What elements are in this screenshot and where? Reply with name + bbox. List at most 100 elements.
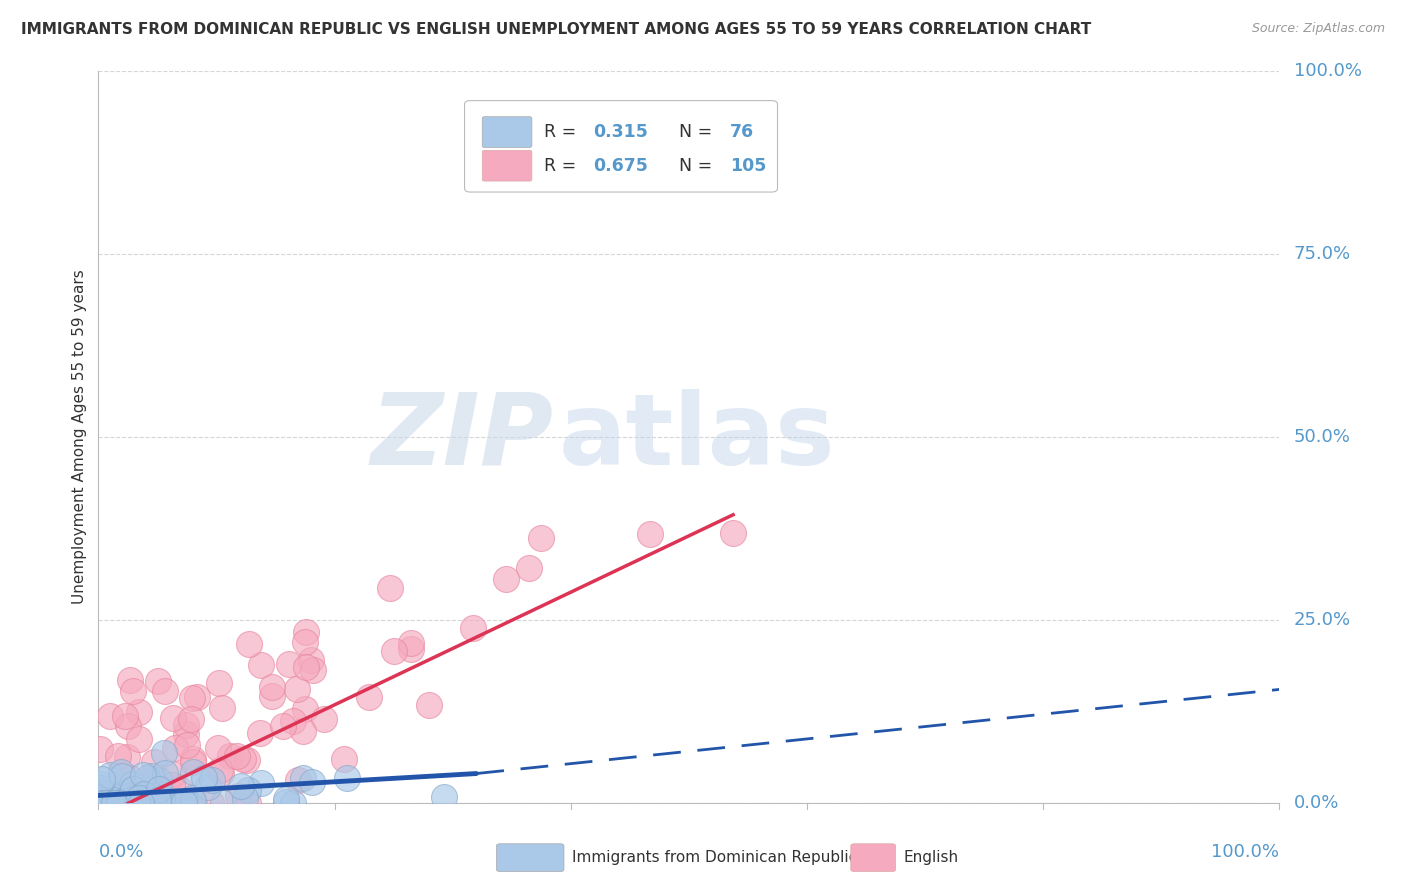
Point xyxy=(89,791,111,805)
Point xyxy=(146,673,169,688)
Point xyxy=(98,768,121,782)
Point xyxy=(115,778,138,792)
Point xyxy=(302,663,325,677)
Point xyxy=(166,796,188,810)
Point xyxy=(98,787,121,801)
Point xyxy=(173,796,195,810)
Text: 0.675: 0.675 xyxy=(593,157,648,175)
Point xyxy=(143,772,166,786)
Point xyxy=(232,752,254,766)
Point xyxy=(128,732,150,747)
Point xyxy=(277,657,299,671)
Point xyxy=(142,796,165,810)
Point xyxy=(121,776,143,790)
Point xyxy=(108,796,131,810)
Point xyxy=(127,796,149,810)
Point xyxy=(122,782,145,797)
Point xyxy=(200,796,222,810)
Point xyxy=(299,653,322,667)
Point xyxy=(294,702,316,716)
Point xyxy=(104,796,127,810)
Point xyxy=(180,796,202,810)
Point xyxy=(721,526,744,541)
Y-axis label: Unemployment Among Ages 55 to 59 years: Unemployment Among Ages 55 to 59 years xyxy=(72,269,87,605)
Point xyxy=(236,754,259,768)
Point xyxy=(211,796,233,810)
Text: atlas: atlas xyxy=(560,389,835,485)
Point xyxy=(93,796,115,810)
Point xyxy=(120,796,142,810)
Point xyxy=(250,776,273,790)
Point xyxy=(399,635,422,649)
FancyBboxPatch shape xyxy=(851,844,896,871)
Point xyxy=(180,712,202,726)
Point xyxy=(93,796,115,810)
Point xyxy=(201,773,224,788)
Point xyxy=(89,796,111,810)
Point xyxy=(135,771,157,785)
Point xyxy=(186,690,208,704)
Point xyxy=(122,683,145,698)
Point xyxy=(211,701,233,715)
Point xyxy=(118,673,141,687)
Point xyxy=(128,791,150,805)
Point xyxy=(312,712,335,726)
Point xyxy=(143,755,166,769)
Point xyxy=(97,787,120,801)
Point xyxy=(121,784,143,798)
Point xyxy=(294,635,316,649)
Point xyxy=(129,796,152,810)
Point xyxy=(260,689,283,703)
Point xyxy=(638,527,661,541)
Point xyxy=(117,718,139,732)
Point xyxy=(136,789,159,803)
Point xyxy=(107,748,129,763)
Point xyxy=(274,795,297,809)
Point xyxy=(114,795,136,809)
Point xyxy=(89,742,111,756)
Point xyxy=(294,660,316,674)
Point xyxy=(128,705,150,719)
Point xyxy=(155,684,177,698)
Point xyxy=(183,765,205,780)
Point xyxy=(131,796,153,810)
Point xyxy=(98,709,121,723)
Point xyxy=(148,793,170,807)
Text: 76: 76 xyxy=(730,123,755,141)
Point xyxy=(139,768,162,782)
Point xyxy=(291,771,314,785)
Point xyxy=(183,796,205,810)
Point xyxy=(271,719,294,733)
Text: 75.0%: 75.0% xyxy=(1294,245,1351,263)
Point xyxy=(249,658,271,673)
Point xyxy=(517,561,540,575)
Point xyxy=(173,796,195,810)
Point xyxy=(139,796,162,810)
Point xyxy=(108,777,131,791)
Point xyxy=(118,789,141,804)
Point xyxy=(129,796,152,810)
Text: IMMIGRANTS FROM DOMINICAN REPUBLIC VS ENGLISH UNEMPLOYMENT AMONG AGES 55 TO 59 Y: IMMIGRANTS FROM DOMINICAN REPUBLIC VS EN… xyxy=(21,22,1091,37)
FancyBboxPatch shape xyxy=(464,101,778,192)
Point xyxy=(149,796,172,810)
Point xyxy=(93,796,115,810)
Point xyxy=(167,782,190,797)
Point xyxy=(357,690,380,705)
Point xyxy=(238,782,260,797)
Point xyxy=(110,769,132,783)
Point xyxy=(209,765,232,780)
Point xyxy=(333,752,356,766)
Point xyxy=(100,796,122,810)
Point xyxy=(181,756,204,770)
Point xyxy=(226,749,249,764)
Point xyxy=(108,796,131,810)
Point xyxy=(197,780,219,795)
Point xyxy=(418,698,440,712)
Point xyxy=(108,796,131,810)
Point xyxy=(291,724,314,739)
Text: N =: N = xyxy=(679,157,718,175)
Text: 0.315: 0.315 xyxy=(593,123,648,141)
Point xyxy=(122,796,145,810)
Point xyxy=(100,796,122,810)
Point xyxy=(301,775,323,789)
